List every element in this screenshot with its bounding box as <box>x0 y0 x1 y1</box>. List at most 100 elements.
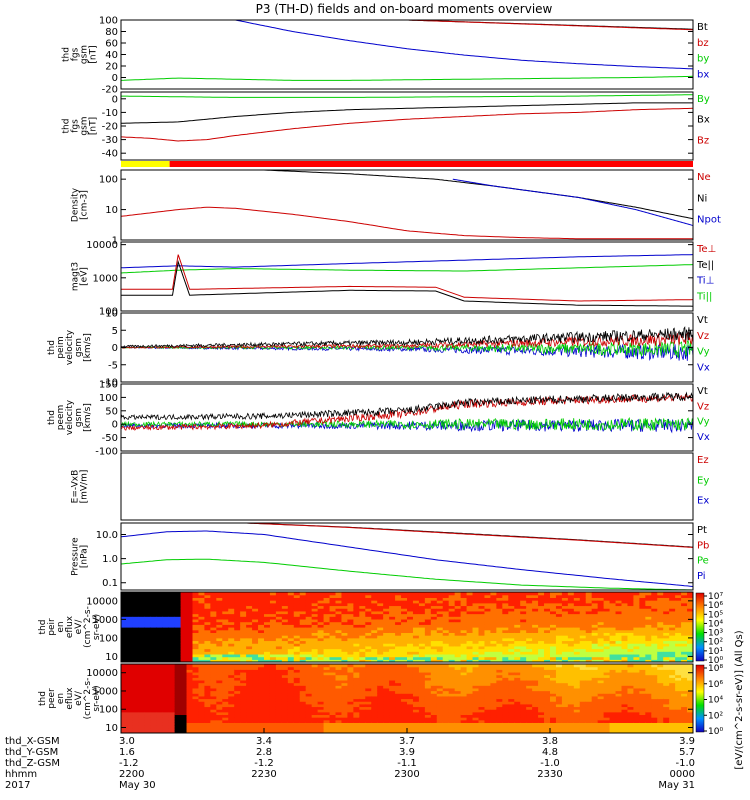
spectrogram-cell <box>192 666 200 670</box>
spectrogram-cell <box>401 717 408 721</box>
spectrogram-cell <box>126 618 134 623</box>
spectrogram-cell <box>567 719 575 723</box>
spectrogram-cell <box>603 651 611 655</box>
spectrogram-cell <box>269 664 277 668</box>
spectrogram-cell <box>198 711 206 716</box>
spectrogram-cell <box>675 592 682 596</box>
spectrogram-cell <box>258 608 265 612</box>
spectrogram-cell <box>555 682 563 686</box>
spectrogram-cell <box>472 656 480 660</box>
spectrogram-cell <box>591 674 599 678</box>
spectrogram-cell <box>389 677 396 681</box>
spectrogram-cell <box>377 621 384 625</box>
spectrogram-cell <box>490 594 497 598</box>
spectrogram-cell <box>395 608 402 612</box>
spectrogram-cell <box>174 671 182 676</box>
spectrogram-cell <box>281 679 289 684</box>
spectrogram-cell <box>258 695 265 700</box>
spectrogram-cell <box>573 711 581 716</box>
spectrogram-cell <box>567 621 575 625</box>
spectrogram-cell <box>585 613 593 617</box>
spectrogram-cell <box>508 648 515 652</box>
spectrogram-cell <box>579 706 587 710</box>
spectrogram-cell <box>383 592 390 596</box>
spectrogram-cell <box>526 629 533 633</box>
spectrogram-cell <box>299 632 307 636</box>
spectrogram-cell <box>222 727 229 731</box>
spectrogram-cell <box>132 635 140 639</box>
spectrogram-cell <box>269 632 277 636</box>
colorbar-tick-label: 10⁵ <box>708 610 723 620</box>
spectrogram-cell <box>180 677 188 681</box>
spectrogram-cell <box>317 610 325 615</box>
spectrogram-cell <box>633 602 640 607</box>
spectrogram-cell <box>281 594 289 598</box>
spectrogram-cell <box>436 624 444 628</box>
spectrogram-cell <box>353 725 360 729</box>
spectrogram-cell <box>144 594 152 598</box>
spectrogram-cell <box>424 722 432 726</box>
spectrogram-cell <box>138 730 146 733</box>
panel-frame <box>120 452 694 521</box>
spectrogram-cell <box>162 674 170 678</box>
spectrogram-cell <box>514 698 521 702</box>
spectrogram-cell <box>561 666 569 670</box>
spectrogram-cell <box>222 706 229 710</box>
spectrogram-cell <box>532 643 539 647</box>
spectrogram-cell <box>335 653 343 658</box>
y-axis-label: eflux <box>65 615 75 638</box>
spectrogram-cell <box>150 616 158 620</box>
spectrogram-cell <box>514 602 521 607</box>
spectrogram-cell <box>150 677 158 681</box>
spectrogram-cell <box>359 621 366 625</box>
spectrogram-cell <box>252 616 259 620</box>
spectrogram-cell <box>454 664 462 668</box>
spectrogram-cell <box>508 645 515 650</box>
spectrogram-cell <box>585 669 593 673</box>
spectrogram-cell <box>234 635 241 639</box>
spectrogram-cell <box>573 727 581 731</box>
spectrogram-cell <box>484 627 492 631</box>
spectrogram-cell <box>621 682 629 686</box>
spectrogram-cell <box>454 719 462 723</box>
spectrogram-cell <box>484 613 492 617</box>
spectrogram-cell <box>645 624 652 628</box>
spectrogram-cell <box>341 602 349 607</box>
spectrogram-cell <box>174 701 182 705</box>
spectrogram-cell <box>371 706 378 710</box>
spectrogram-cell <box>389 717 396 721</box>
spectrogram-cell <box>472 627 480 631</box>
spectrogram-cell <box>287 693 295 697</box>
spectrogram-cell <box>240 621 247 625</box>
spectrogram-cell <box>210 664 217 668</box>
spectrogram-cell <box>454 693 462 697</box>
spectrogram-cell <box>442 629 450 633</box>
spectrogram-cell <box>448 693 456 697</box>
spectrogram-cell <box>484 600 492 604</box>
spectrogram-cell <box>621 640 629 644</box>
spectrogram-cell <box>520 679 527 684</box>
spectrogram-cell <box>615 648 623 652</box>
spectrogram-cell <box>460 656 468 660</box>
spectrogram-cell <box>561 602 569 607</box>
spectrogram-cell <box>579 643 587 647</box>
spectrogram-cell <box>287 645 295 650</box>
spectrogram-cell <box>353 643 360 647</box>
spectrogram-cell <box>561 674 569 678</box>
spectrogram-cell <box>192 669 200 673</box>
spectrogram-cell <box>144 669 152 673</box>
spectrogram-cell <box>430 703 438 708</box>
spectrogram-cell <box>407 640 414 644</box>
spectrogram-cell <box>585 677 593 681</box>
spectrogram-cell <box>323 730 331 733</box>
spectrogram-cell <box>466 616 474 620</box>
spectrogram-cell <box>651 605 658 609</box>
spectrogram-cell <box>353 730 360 733</box>
spectrogram-cell <box>275 645 283 650</box>
spectrogram-cell <box>424 659 432 662</box>
spectrogram-cell <box>550 645 557 650</box>
spectrogram-cell <box>484 635 492 639</box>
spectrogram-cell <box>538 659 545 662</box>
spectrogram-cell <box>258 706 265 710</box>
spectrogram-cell <box>198 677 206 681</box>
